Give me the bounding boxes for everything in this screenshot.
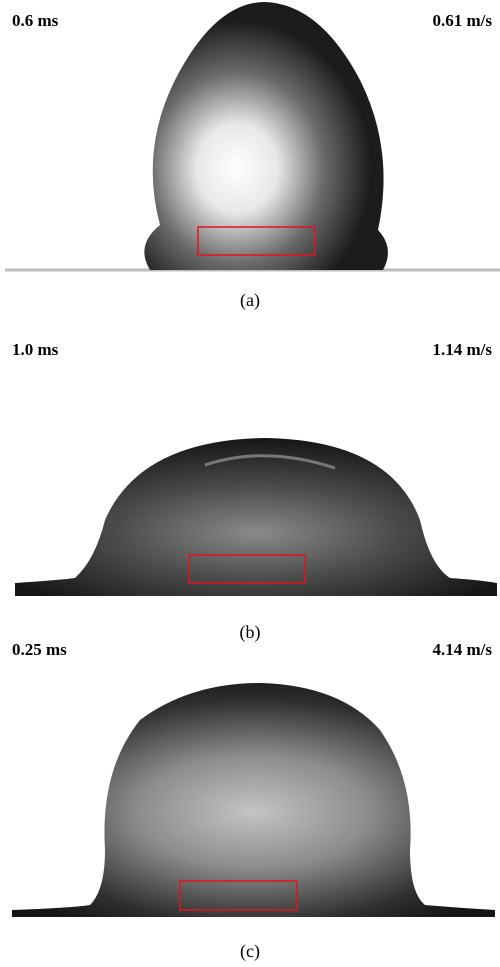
figure: 0.6 ms 0.61 m/s (a) 1.0 ms 1.14 m/s (b) … bbox=[0, 0, 500, 967]
panel-a: 0.6 ms 0.61 m/s (a) bbox=[5, 2, 500, 311]
caption: (b) bbox=[240, 622, 261, 643]
speed-label: 4.14 m/s bbox=[433, 640, 493, 659]
droplet bbox=[144, 2, 388, 270]
droplet bbox=[15, 438, 497, 596]
panel-c: 0.25 ms 4.14 m/s (c) bbox=[12, 640, 495, 962]
time-label: 0.25 ms bbox=[12, 640, 67, 659]
time-label: 0.6 ms bbox=[12, 11, 59, 30]
droplet bbox=[12, 683, 495, 917]
caption: (a) bbox=[240, 290, 260, 311]
speed-label: 0.61 m/s bbox=[433, 11, 493, 30]
time-label: 1.0 ms bbox=[12, 340, 59, 359]
panel-b: 1.0 ms 1.14 m/s (b) bbox=[12, 340, 497, 643]
caption: (c) bbox=[240, 941, 260, 962]
speed-label: 1.14 m/s bbox=[433, 340, 493, 359]
